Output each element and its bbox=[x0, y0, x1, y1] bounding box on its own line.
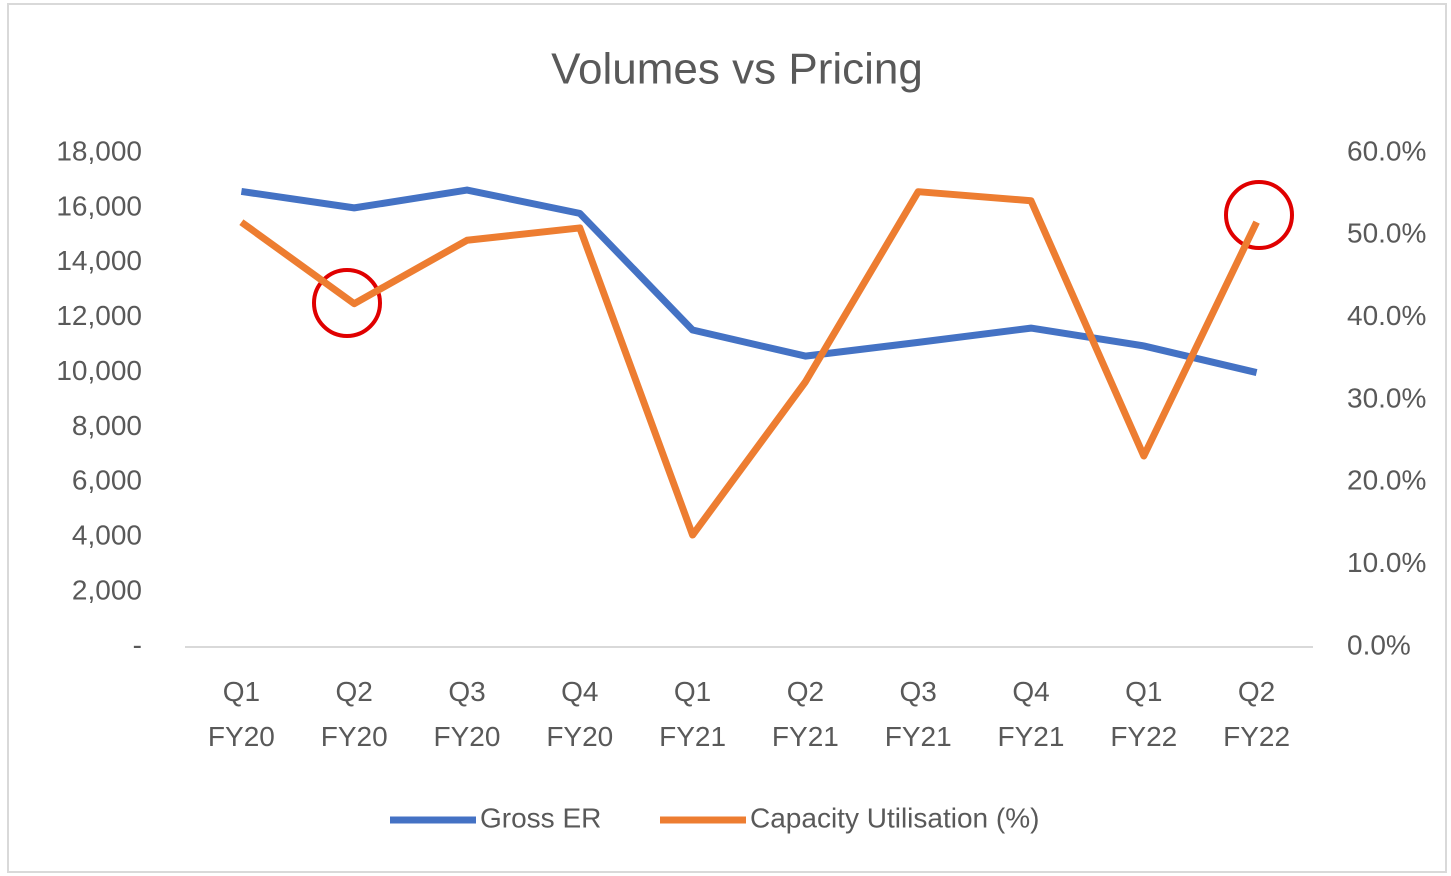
y2-tick-label: 60.0% bbox=[1347, 135, 1426, 166]
chart-frame bbox=[7, 3, 1447, 873]
y2-tick-label: 30.0% bbox=[1347, 382, 1426, 413]
legend-label: Gross ER bbox=[480, 802, 601, 833]
x-tick-label: Q4 FY21 bbox=[998, 676, 1065, 752]
x-tick-label: Q1 FY21 bbox=[659, 676, 726, 752]
y-tick-label: 8,000 bbox=[72, 410, 142, 441]
y-tick-label: 12,000 bbox=[56, 300, 142, 331]
y-tick-label: - bbox=[133, 629, 142, 660]
chart-title: Volumes vs Pricing bbox=[551, 45, 923, 94]
y2-tick-label: 20.0% bbox=[1347, 465, 1426, 496]
y-tick-label: 14,000 bbox=[56, 245, 142, 276]
x-tick-label: Q2 FY20 bbox=[321, 676, 388, 752]
x-tick-label: Q3 FY20 bbox=[434, 676, 501, 752]
series-line bbox=[239, 188, 1260, 539]
y2-tick-label: 50.0% bbox=[1347, 218, 1426, 249]
highlight-circle bbox=[1224, 180, 1294, 250]
x-tick-label: Q1 FY20 bbox=[208, 676, 275, 752]
y-tick-label: 18,000 bbox=[56, 135, 142, 166]
y-tick-label: 10,000 bbox=[56, 355, 142, 386]
y2-tick-label: 0.0% bbox=[1347, 629, 1411, 660]
y-tick-label: 4,000 bbox=[72, 520, 142, 551]
y-tick-label: 6,000 bbox=[72, 465, 142, 496]
y2-tick-label: 10.0% bbox=[1347, 547, 1426, 578]
x-tick-label: Q3 FY21 bbox=[885, 676, 952, 752]
x-tick-label: Q1 FY22 bbox=[1110, 676, 1177, 752]
y-tick-label: 2,000 bbox=[72, 575, 142, 606]
highlight-circle bbox=[312, 268, 382, 338]
x-tick-label: Q4 FY20 bbox=[546, 676, 613, 752]
y2-tick-label: 40.0% bbox=[1347, 300, 1426, 331]
x-tick-label: Q2 FY22 bbox=[1223, 676, 1290, 752]
x-tick-label: Q2 FY21 bbox=[772, 676, 839, 752]
y-tick-label: 16,000 bbox=[56, 190, 142, 221]
legend-label: Capacity Utilisation (%) bbox=[750, 802, 1039, 833]
